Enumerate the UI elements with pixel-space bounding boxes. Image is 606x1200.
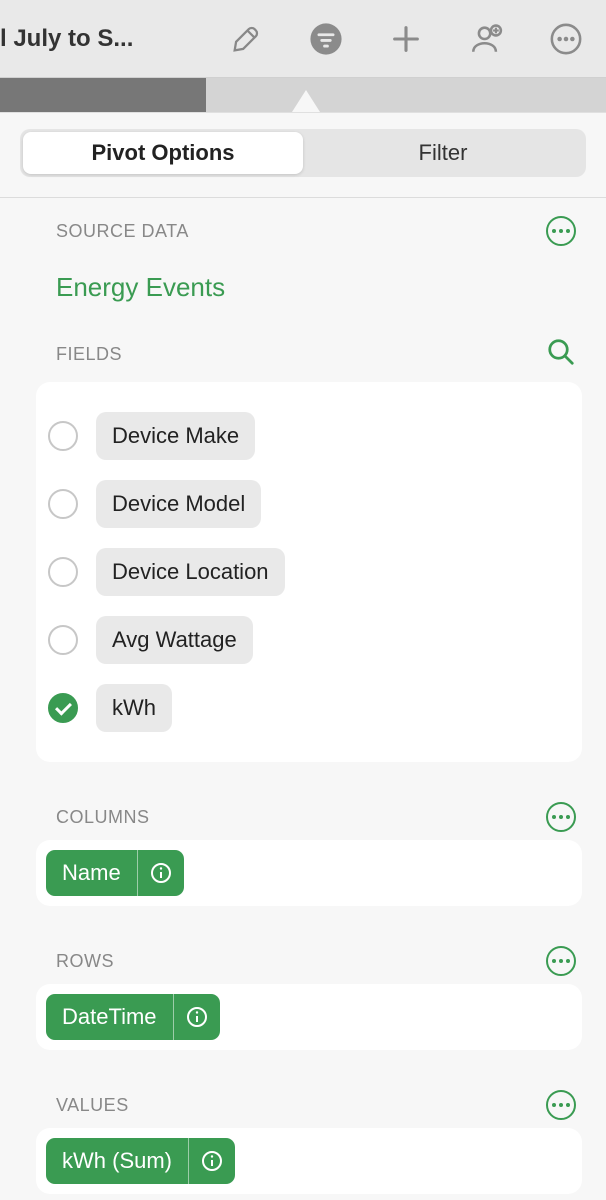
checkbox-icon[interactable]: [48, 421, 78, 451]
checkbox-icon[interactable]: [48, 557, 78, 587]
info-icon[interactable]: [174, 994, 220, 1040]
more-icon[interactable]: [548, 21, 584, 57]
row-tag-label: DateTime: [46, 994, 173, 1040]
columns-label: COLUMNS: [56, 807, 150, 828]
value-tag-label: kWh (Sum): [46, 1138, 188, 1184]
tab-filter[interactable]: Filter: [303, 132, 583, 174]
columns-card: Name: [36, 840, 582, 906]
field-pill[interactable]: kWh: [96, 684, 172, 732]
fields-card: Device Make Device Model Device Location…: [36, 382, 582, 762]
toolbar-icon-group: [133, 21, 596, 57]
columns-more-icon[interactable]: [546, 802, 576, 832]
values-more-icon[interactable]: [546, 1090, 576, 1120]
rows-card: DateTime: [36, 984, 582, 1050]
source-data-label: SOURCE DATA: [56, 221, 189, 242]
field-pill[interactable]: Device Make: [96, 412, 255, 460]
values-label: VALUES: [56, 1095, 129, 1116]
field-pill[interactable]: Avg Wattage: [96, 616, 253, 664]
document-title[interactable]: l July to S...: [0, 25, 133, 53]
popover-arrow: [292, 90, 320, 112]
rows-more-icon[interactable]: [546, 946, 576, 976]
panel-header-strip: [0, 78, 606, 112]
section-source-data: SOURCE DATA Energy Events: [0, 198, 606, 331]
field-row[interactable]: Device Make: [44, 402, 570, 470]
segmented-control: Pivot Options Filter: [20, 129, 586, 177]
checkbox-icon[interactable]: [48, 625, 78, 655]
checkbox-checked-icon[interactable]: [48, 693, 78, 723]
info-icon[interactable]: [138, 850, 184, 896]
row-tag[interactable]: DateTime: [46, 994, 220, 1040]
format-brush-icon[interactable]: [228, 21, 264, 57]
info-icon[interactable]: [189, 1138, 235, 1184]
pivot-panel: Pivot Options Filter SOURCE DATA Energy …: [0, 112, 606, 1200]
field-row[interactable]: kWh: [44, 674, 570, 742]
source-data-name[interactable]: Energy Events: [56, 254, 576, 331]
add-icon[interactable]: [388, 21, 424, 57]
field-pill[interactable]: Device Model: [96, 480, 261, 528]
section-fields: FIELDS: [0, 331, 606, 372]
value-tag[interactable]: kWh (Sum): [46, 1138, 235, 1184]
organize-icon[interactable]: [308, 21, 344, 57]
collaborate-icon[interactable]: [468, 21, 504, 57]
rows-label: ROWS: [56, 951, 114, 972]
values-card: kWh (Sum): [36, 1128, 582, 1194]
section-rows: ROWS: [0, 940, 606, 976]
section-values: VALUES: [0, 1084, 606, 1120]
search-icon[interactable]: [546, 337, 576, 372]
checkbox-icon[interactable]: [48, 489, 78, 519]
app-toolbar: l July to S...: [0, 0, 606, 78]
field-row[interactable]: Device Location: [44, 538, 570, 606]
source-data-more-icon[interactable]: [546, 216, 576, 246]
field-pill[interactable]: Device Location: [96, 548, 285, 596]
column-tag[interactable]: Name: [46, 850, 184, 896]
section-columns: COLUMNS: [0, 796, 606, 832]
column-tag-label: Name: [46, 850, 137, 896]
field-row[interactable]: Avg Wattage: [44, 606, 570, 674]
fields-label: FIELDS: [56, 344, 122, 365]
tab-pivot-options[interactable]: Pivot Options: [23, 132, 303, 174]
field-row[interactable]: Device Model: [44, 470, 570, 538]
